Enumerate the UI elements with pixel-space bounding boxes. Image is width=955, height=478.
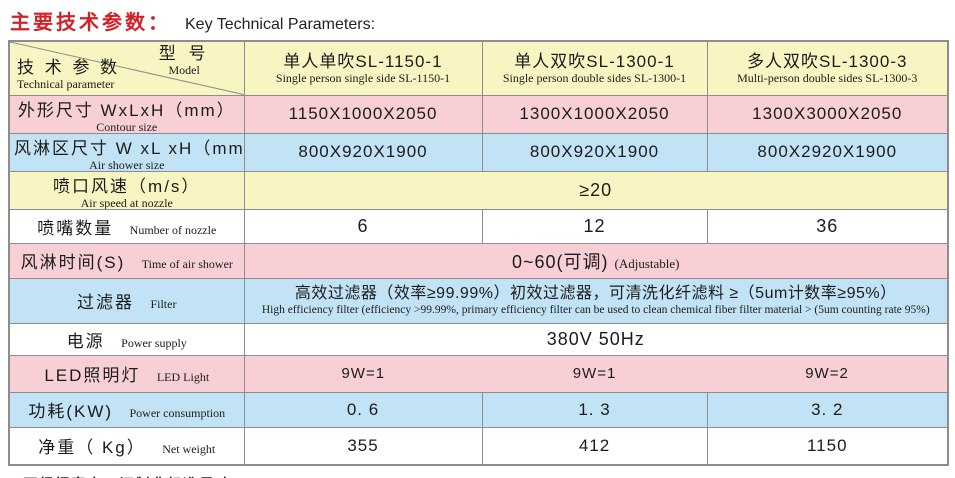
air-shower-size-label: 风淋区尺寸 W xL xH（mm） Air shower size (8, 132, 245, 172)
power-supply-label: 电源 Power supply (8, 322, 245, 356)
power-supply-value: 380V 50Hz (243, 322, 949, 356)
shower-time-value-zh: 0~60(可调) (511, 251, 609, 272)
filter-label-en: Filter (150, 297, 177, 311)
shower-time-label-en: Time of air shower (141, 257, 233, 271)
power-consumption-value-2: 1. 3 (481, 391, 708, 428)
param-header-en: Technical parameter (17, 76, 115, 91)
led-light-label-en: LED Light (156, 370, 210, 384)
nozzle-count-value-2: 12 (481, 208, 708, 244)
diagonal-divider (10, 42, 244, 95)
air-speed-value: ≥20 (243, 170, 949, 210)
row-nozzle-count: 喷嘴数量 Number of nozzle 6 12 36 (8, 208, 949, 244)
filter-value-en: High efficiency filter (efficiency >99.9… (261, 304, 930, 317)
model-1-en: Single person single side SL-1150-1 (275, 71, 451, 86)
row-led-light: LED照明灯 LED Light 9W=1 9W=1 9W=2 (8, 354, 949, 393)
contour-size-value-1: 1150X1000X2050 (243, 94, 483, 134)
air-shower-size-label-zh: 风淋区尺寸 W xL xH（mm） (14, 138, 244, 158)
nozzle-count-label-zh: 喷嘴数量 (37, 218, 114, 238)
param-header-zh: 技 术 参 数 (17, 58, 121, 78)
model-3-zh: 多人双吹SL-1300-3 (747, 52, 908, 72)
net-weight-value-2: 412 (481, 426, 708, 466)
filter-label-zh: 过滤器 (77, 293, 135, 312)
model-column-2: 单人双吹SL-1300-1 Single person double sides… (481, 40, 708, 96)
air-shower-size-value-1: 800X920X1900 (243, 132, 483, 172)
air-shower-size-value-2: 800X920X1900 (481, 132, 708, 172)
row-net-weight: 净重（ Kg） Net weight 355 412 1150 (8, 426, 949, 466)
row-power-consumption: 功耗(KW) Power consumption 0. 6 1. 3 3. 2 (8, 391, 949, 428)
nozzle-count-value-1: 6 (243, 208, 483, 244)
model-header-zh: 型 号 (158, 44, 210, 63)
power-supply-label-en: Power supply (121, 335, 187, 350)
power-consumption-label: 功耗(KW) Power consumption (8, 391, 245, 428)
led-light-value-2: 9W=1 (482, 354, 708, 393)
net-weight-value-1: 355 (243, 426, 483, 466)
air-speed-label-zh: 喷口风速（m/s） (53, 176, 201, 196)
net-weight-label: 净重（ Kg） Net weight (8, 426, 245, 466)
row-air-shower-size: 风淋区尺寸 W xL xH（mm） Air shower size 800X92… (8, 132, 949, 172)
row-contour-size: 外形尺寸 WxLxH（mm） Contour size 1150X1000X20… (8, 94, 949, 134)
power-consumption-value-1: 0. 6 (243, 391, 483, 428)
model-header-en: Model (168, 62, 200, 77)
param-header-label: 技 术 参 数 Technical parameter (17, 58, 120, 91)
nozzle-count-label: 喷嘴数量 Number of nozzle (8, 208, 245, 244)
filter-value: 高效过滤器（效率≥99.99%）初效过滤器，可清洗化纤滤料 ≥（5um计数率≥9… (243, 277, 949, 324)
page-title-english: Key Technical Parameters: (185, 16, 376, 33)
corner-header-cell: 型 号 Model 技 术 参 数 Technical parameter (8, 40, 245, 96)
model-2-en: Single person double sides SL-1300-1 (502, 71, 687, 86)
net-weight-label-en: Net weight (162, 442, 216, 457)
filter-label: 过滤器 Filter (8, 277, 245, 324)
net-weight-value-3: 1150 (706, 426, 949, 466)
page-title: 主要技术参数： Key Technical Parameters: (10, 6, 955, 35)
contour-size-label-en: Contour size (96, 119, 158, 133)
led-light-value-3: 9W=2 (707, 354, 949, 393)
row-air-speed: 喷口风速（m/s） Air speed at nozzle ≥20 (8, 170, 949, 210)
spec-table: 型 号 Model 技 术 参 数 Technical parameter 单人… (8, 40, 949, 466)
filter-value-zh: 高效过滤器（效率≥99.99%）初效过滤器，可清洗化纤滤料 ≥（5um计数率≥9… (294, 285, 897, 303)
model-column-1: 单人单吹SL-1150-1 Single person single side … (243, 40, 483, 96)
shower-time-label-zh: 风淋时间(S) (20, 253, 126, 272)
air-shower-size-value-3: 800X2920X1900 (706, 132, 949, 172)
row-shower-time: 风淋时间(S) Time of air shower 0~60(可调) (Adj… (8, 242, 949, 279)
led-light-label-zh: LED照明灯 (44, 366, 141, 385)
air-shower-size-label-en: Air shower size (89, 157, 165, 171)
power-consumption-value-3: 3. 2 (706, 391, 949, 428)
led-light-value-1: 9W=1 (243, 354, 483, 393)
led-light-label: LED照明灯 LED Light (8, 354, 245, 393)
net-weight-label-zh: 净重（ Kg） (38, 438, 146, 458)
air-speed-label-en: Air speed at nozzle (80, 195, 173, 209)
contour-size-value-2: 1300X1000X2050 (481, 94, 708, 134)
model-1-zh: 单人单吹SL-1150-1 (283, 52, 443, 72)
power-consumption-label-en: Power consumption (129, 406, 226, 420)
model-3-en: Multi-person double sides SL-1300-3 (737, 71, 918, 86)
header-row: 型 号 Model 技 术 参 数 Technical parameter 单人… (8, 40, 949, 96)
contour-size-label-zh: 外形尺寸 WxLxH（mm） (17, 100, 236, 120)
model-2-zh: 单人双吹SL-1300-1 (514, 52, 675, 72)
page-title-chinese: 主要技术参数： (10, 12, 171, 34)
nozzle-count-label-en: Number of nozzle (129, 222, 217, 237)
model-header-label: 型 号 Model (158, 44, 210, 77)
row-power-supply: 电源 Power supply 380V 50Hz (8, 322, 949, 356)
air-speed-label: 喷口风速（m/s） Air speed at nozzle (8, 170, 245, 210)
shower-time-label: 风淋时间(S) Time of air shower (8, 242, 245, 279)
contour-size-value-3: 1300X3000X2050 (706, 94, 949, 134)
row-filter: 过滤器 Filter 高效过滤器（效率≥99.99%）初效过滤器，可清洗化纤滤料… (8, 277, 949, 324)
model-column-3: 多人双吹SL-1300-3 Multi-person double sides … (706, 40, 949, 96)
contour-size-label: 外形尺寸 WxLxH（mm） Contour size (8, 94, 245, 134)
footnote-zh: * 可根据客户，订制非标准尺寸。 (10, 474, 247, 478)
shower-time-value-en: (Adjustable) (614, 255, 680, 271)
nozzle-count-value-3: 36 (706, 208, 949, 244)
power-consumption-label-zh: 功耗(KW) (28, 402, 114, 421)
footnote: * 可根据客户，订制非标准尺寸。 *Non-standard size can … (10, 474, 955, 478)
shower-time-value: 0~60(可调) (Adjustable) (243, 242, 949, 279)
power-supply-label-zh: 电源 (66, 331, 105, 351)
